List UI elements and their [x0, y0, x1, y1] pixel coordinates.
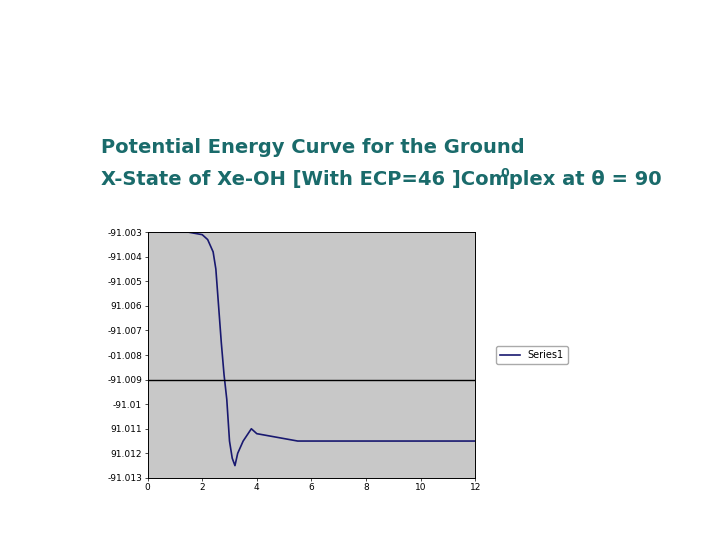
- Series1: [171, 229, 179, 235]
- Text: X-State of Xe-OH [With ECP=46 ]Complex at θ = 90: X-State of Xe-OH [With ECP=46 ]Complex a…: [101, 170, 662, 189]
- Series1: [230, 462, 239, 469]
- Series1: [334, 438, 343, 444]
- Legend: Series1: Series1: [497, 346, 567, 364]
- Series1: [253, 430, 261, 437]
- Text: Potential Energy Curve for the Ground: Potential Energy Curve for the Ground: [101, 138, 524, 157]
- Series1: [361, 438, 370, 444]
- Series1: [228, 455, 237, 462]
- Series1: [280, 435, 289, 442]
- Line: Series1: Series1: [161, 232, 475, 465]
- Series1: [444, 438, 452, 444]
- Text: 0: 0: [500, 167, 509, 180]
- Series1: [198, 232, 207, 238]
- Series1: [184, 229, 193, 235]
- Series1: [239, 438, 248, 444]
- Series1: [203, 237, 212, 243]
- Series1: [389, 438, 397, 444]
- Series1: [307, 438, 315, 444]
- Series1: [471, 438, 480, 444]
- Series1: [222, 396, 231, 402]
- Series1: [233, 450, 242, 456]
- Series1: [225, 438, 234, 444]
- Series1: [247, 426, 256, 432]
- Series1: [416, 438, 425, 444]
- Series1: [215, 302, 223, 309]
- Series1: [220, 372, 228, 378]
- Series1: [209, 248, 217, 255]
- Series1: [217, 340, 225, 346]
- Series1: [157, 229, 166, 235]
- Series1: [212, 266, 220, 272]
- Series1: [266, 433, 275, 440]
- Series1: [294, 438, 302, 444]
